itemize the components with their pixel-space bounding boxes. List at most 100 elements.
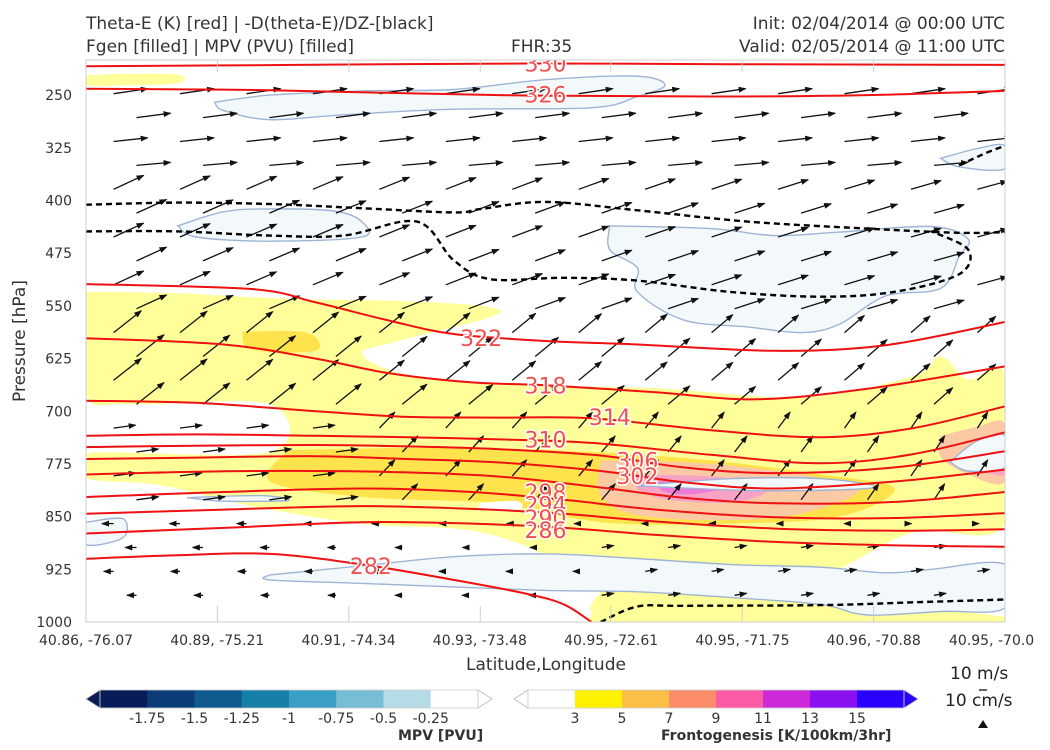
wind-vector bbox=[867, 298, 899, 310]
y-axis-ticks: 250 325 400 475 550 625 700 775 850 925 1000 bbox=[36, 88, 72, 631]
wind-vector bbox=[800, 203, 833, 214]
wind-vector bbox=[844, 567, 858, 574]
wind-vector bbox=[179, 423, 203, 430]
fgen-colorbar: 3 5 7 9 11 13 15 bbox=[513, 689, 919, 727]
wind-vector bbox=[113, 270, 145, 286]
wind-vector bbox=[711, 135, 747, 143]
wind-vector bbox=[645, 567, 659, 574]
mpv-right-edge-region bbox=[948, 433, 1005, 473]
wind-vector bbox=[136, 160, 172, 167]
wind-vector bbox=[202, 111, 238, 119]
wind-vector bbox=[644, 459, 659, 477]
wind-vector bbox=[866, 435, 880, 453]
wind-vector bbox=[667, 202, 700, 214]
wind-vector bbox=[933, 251, 965, 262]
theta-e-contour-282 bbox=[86, 552, 593, 622]
wind-vector bbox=[933, 482, 946, 501]
fgen-colorbar-extend-right bbox=[903, 689, 919, 709]
wind-vector bbox=[468, 160, 504, 167]
wind-vector bbox=[933, 591, 947, 598]
mpv-upper-region bbox=[213, 75, 666, 121]
theta-e-label-282: 282 bbox=[350, 555, 392, 580]
wind-vector bbox=[734, 338, 757, 357]
fgen-tick-label: 5 bbox=[618, 711, 627, 727]
wind-vector bbox=[312, 271, 344, 286]
wind-vector bbox=[977, 567, 991, 574]
x-tick-label: 40.95, -70.0 bbox=[949, 633, 1034, 649]
mpv-tick-label: -1.5 bbox=[181, 711, 208, 727]
wind-vector bbox=[601, 337, 625, 357]
wind-vector bbox=[578, 313, 603, 334]
wind-vector bbox=[777, 362, 800, 381]
wind-vector bbox=[511, 459, 528, 477]
wind-vector bbox=[910, 411, 923, 429]
wind-vector bbox=[402, 296, 434, 310]
forecast-hour: FHR:35 bbox=[511, 37, 573, 57]
wind-vector bbox=[136, 494, 160, 501]
wind-vector bbox=[910, 179, 942, 190]
wind-vector bbox=[777, 274, 810, 286]
wind-vector bbox=[512, 225, 544, 238]
wind-vector bbox=[468, 200, 500, 214]
wind-vector bbox=[179, 470, 203, 477]
mpv-tick-label: -0.25 bbox=[413, 711, 449, 727]
wind-vector bbox=[777, 226, 810, 238]
wind-vector bbox=[844, 86, 880, 95]
wind-vector bbox=[667, 297, 700, 310]
mpv-tick-label: -1.75 bbox=[129, 711, 165, 727]
wind-vector bbox=[246, 135, 282, 143]
wind-vector bbox=[711, 411, 725, 429]
wind-vector bbox=[644, 361, 668, 381]
mpv-colorbar-swatch bbox=[336, 690, 384, 708]
wind-vector bbox=[601, 249, 633, 262]
wind-vector bbox=[379, 176, 411, 190]
wind-vector bbox=[246, 175, 278, 190]
theta-e-contour-322 bbox=[86, 283, 1005, 352]
mpv-tick-label: -1 bbox=[282, 711, 296, 727]
wind-vector bbox=[601, 160, 637, 167]
wind-vector bbox=[113, 135, 149, 143]
wind-vector bbox=[202, 446, 226, 453]
wind-vector bbox=[402, 248, 434, 262]
wind-vector bbox=[202, 334, 231, 358]
wind-vector bbox=[335, 247, 367, 262]
wind-vector bbox=[800, 338, 823, 357]
wind-vector bbox=[312, 470, 336, 477]
wind-vector bbox=[578, 411, 594, 429]
wind-vector bbox=[734, 202, 766, 214]
mpv-colorbar-extend-left bbox=[85, 689, 101, 709]
wind-vector bbox=[269, 295, 301, 310]
wind-vector bbox=[976, 363, 997, 381]
wind-vector bbox=[578, 459, 594, 477]
wind-vector bbox=[601, 384, 625, 405]
wind-vector bbox=[667, 435, 682, 453]
wind-reference-w-label: 10 cm/s bbox=[945, 691, 1013, 711]
wind-vector bbox=[601, 543, 615, 550]
wind-vector bbox=[468, 296, 500, 310]
wind-vector bbox=[933, 387, 954, 405]
wind-vector bbox=[401, 483, 419, 501]
y-tick-label: 1000 bbox=[36, 615, 72, 631]
x-tick-label: 40.95, -71.75 bbox=[695, 633, 789, 649]
wind-vector bbox=[910, 363, 931, 381]
wind-vector bbox=[468, 336, 494, 358]
wind-vector bbox=[379, 135, 415, 143]
wind-vector bbox=[844, 179, 876, 190]
wind-vector bbox=[711, 459, 725, 477]
wind-vector bbox=[668, 111, 704, 119]
x-tick-label: 40.95, -72.61 bbox=[564, 633, 658, 649]
wind-vector bbox=[179, 135, 215, 143]
fgen-3-upper-region bbox=[86, 73, 185, 87]
wind-vector bbox=[645, 86, 681, 95]
wind-vector bbox=[644, 273, 677, 286]
wind-vector bbox=[933, 111, 969, 119]
mpv-colorbar-swatch bbox=[147, 690, 195, 708]
theta-e-contour-286 bbox=[86, 520, 1005, 548]
wind-vector bbox=[844, 274, 876, 286]
wind-vector bbox=[977, 227, 1005, 238]
y-tick-label: 850 bbox=[45, 510, 72, 526]
wind-vector bbox=[401, 435, 419, 453]
wind-vector bbox=[378, 359, 405, 381]
wind-vector bbox=[202, 160, 238, 167]
wind-vector bbox=[268, 382, 297, 405]
